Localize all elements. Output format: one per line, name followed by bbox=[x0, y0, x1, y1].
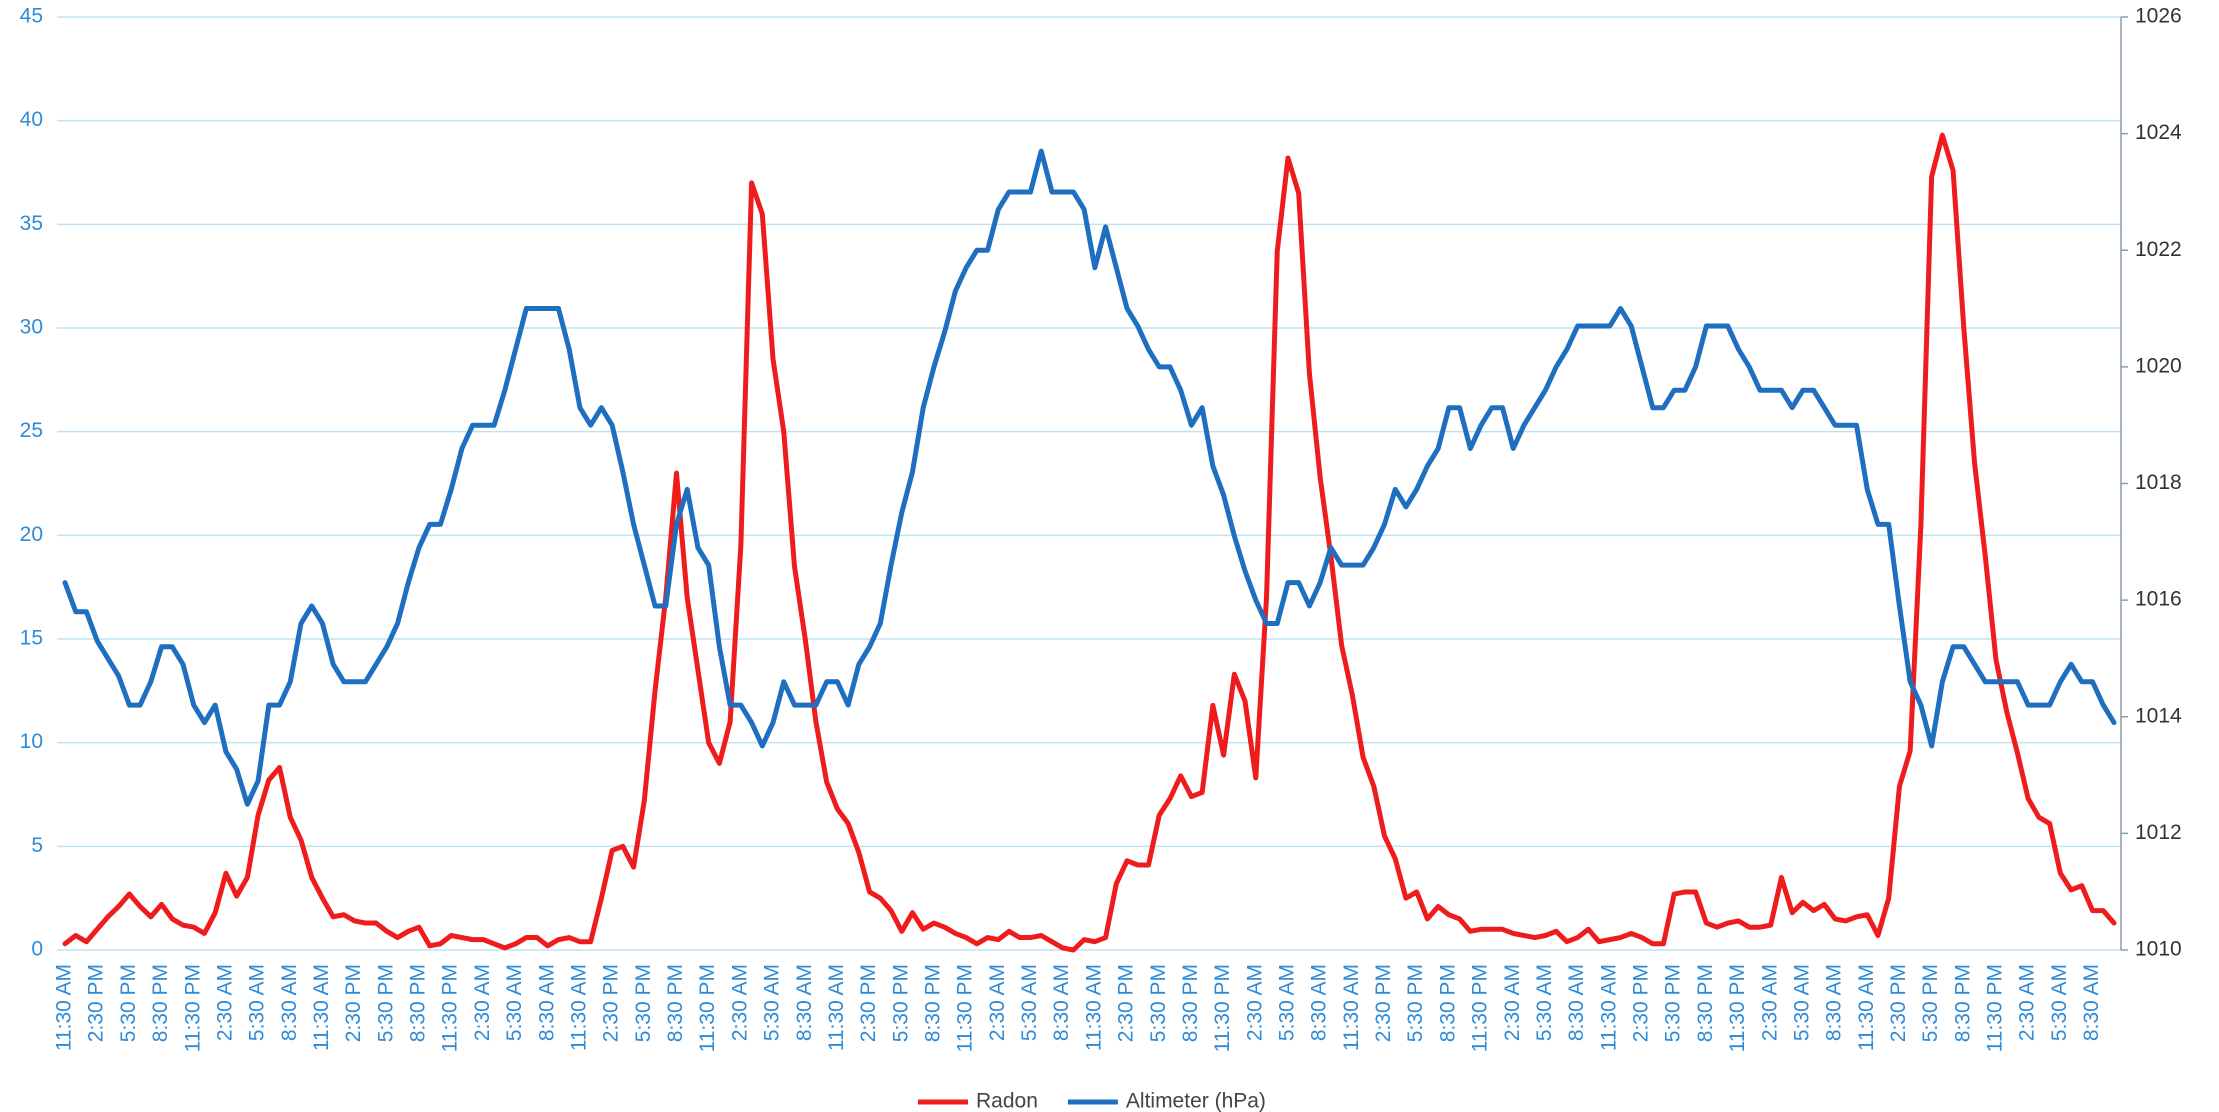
x-tick-label: 5:30 PM bbox=[632, 964, 655, 1042]
y2-tick-label: 1024 bbox=[2135, 121, 2182, 144]
x-tick-label: 11:30 AM bbox=[53, 964, 76, 1051]
series-line bbox=[62, 132, 2117, 953]
x-tick-label: 2:30 AM bbox=[1243, 964, 1266, 1041]
x-tick-label: 11:30 AM bbox=[1855, 964, 1878, 1051]
x-tick-label: 2:30 PM bbox=[1115, 964, 1138, 1042]
x-tick-label: 8:30 PM bbox=[664, 964, 687, 1042]
y-tick-label: 5 bbox=[31, 834, 43, 857]
x-tick-label: 2:30 PM bbox=[342, 964, 365, 1042]
x-tick-label: 11:30 PM bbox=[954, 964, 977, 1052]
x-tick-label: 8:30 AM bbox=[1050, 964, 1073, 1041]
x-tick-label: 11:30 PM bbox=[696, 964, 719, 1052]
legend-label: Altimeter (hPa) bbox=[1126, 1090, 1266, 1112]
x-tick-label: 2:30 AM bbox=[2016, 964, 2039, 1041]
x-tick-label: 11:30 AM bbox=[1340, 964, 1363, 1051]
x-tick-label: 8:30 PM bbox=[407, 964, 430, 1042]
x-tick-label: 2:30 PM bbox=[1630, 964, 1653, 1042]
y2-tick-label: 1014 bbox=[2135, 704, 2182, 727]
y2-tick-label: 1026 bbox=[2135, 5, 2182, 28]
x-tick-label: 2:30 AM bbox=[728, 964, 751, 1041]
x-tick-label: 11:30 AM bbox=[567, 964, 590, 1051]
x-tick-label: 5:30 AM bbox=[246, 964, 269, 1041]
x-tick-label: 2:30 PM bbox=[857, 964, 880, 1042]
x-tick-label: 2:30 PM bbox=[600, 964, 623, 1042]
y-tick-label: 45 bbox=[20, 5, 43, 28]
x-tick-label: 5:30 AM bbox=[761, 964, 784, 1041]
x-tick-label: 8:30 AM bbox=[793, 964, 816, 1041]
y2-tick-label: 1022 bbox=[2135, 238, 2182, 261]
x-tick-label: 8:30 PM bbox=[149, 964, 172, 1042]
x-tick-label: 11:30 AM bbox=[1082, 964, 1105, 1051]
y-tick-label: 35 bbox=[20, 212, 43, 235]
x-tick-label: 8:30 PM bbox=[1694, 964, 1717, 1042]
x-tick-label: 8:30 AM bbox=[1308, 964, 1331, 1041]
y-tick-label: 20 bbox=[20, 523, 43, 546]
x-tick-label: 11:30 PM bbox=[181, 964, 204, 1052]
x-tick-label: 11:30 AM bbox=[310, 964, 333, 1051]
x-tick-label: 8:30 AM bbox=[1823, 964, 1846, 1041]
x-tick-label: 8:30 PM bbox=[921, 964, 944, 1042]
x-tick-label: 5:30 PM bbox=[1662, 964, 1685, 1042]
y2-tick-label: 1010 bbox=[2135, 938, 2182, 961]
x-tick-label: 5:30 PM bbox=[374, 964, 397, 1042]
x-tick-label: 8:30 PM bbox=[1179, 964, 1202, 1042]
x-tick-label: 8:30 PM bbox=[1436, 964, 1459, 1042]
x-tick-label: 8:30 AM bbox=[1565, 964, 1588, 1041]
y2-tick-label: 1012 bbox=[2135, 821, 2182, 844]
x-tick-label: 5:30 PM bbox=[117, 964, 140, 1042]
x-tick-label: 2:30 AM bbox=[986, 964, 1009, 1041]
y-tick-label: 30 bbox=[20, 316, 43, 339]
x-tick-label: 5:30 AM bbox=[503, 964, 526, 1041]
x-tick-label: 8:30 AM bbox=[278, 964, 301, 1041]
y2-tick-label: 1020 bbox=[2135, 354, 2182, 377]
x-tick-label: 8:30 PM bbox=[1951, 964, 1974, 1042]
x-tick-label: 8:30 AM bbox=[535, 964, 558, 1041]
x-tick-label: 2:30 PM bbox=[85, 964, 108, 1042]
x-tick-label: 2:30 AM bbox=[1501, 964, 1524, 1041]
x-tick-label: 2:30 PM bbox=[1372, 964, 1395, 1042]
x-tick-label: 11:30 PM bbox=[439, 964, 462, 1052]
x-tick-label: 2:30 AM bbox=[213, 964, 236, 1041]
x-tick-label: 5:30 AM bbox=[1018, 964, 1041, 1041]
x-tick-label: 11:30 PM bbox=[1469, 964, 1492, 1052]
y-tick-label: 0 bbox=[31, 938, 43, 961]
x-tick-label: 5:30 AM bbox=[1276, 964, 1299, 1041]
y2-tick-label: 1018 bbox=[2135, 471, 2182, 494]
x-tick-label: 11:30 AM bbox=[1597, 964, 1620, 1051]
x-tick-label: 5:30 AM bbox=[1533, 964, 1556, 1041]
y2-tick-label: 1016 bbox=[2135, 588, 2182, 611]
y-tick-label: 25 bbox=[20, 419, 43, 442]
x-tick-label: 11:30 PM bbox=[1984, 964, 2007, 1052]
x-tick-label: 11:30 PM bbox=[1211, 964, 1234, 1052]
x-tick-label: 2:30 AM bbox=[471, 964, 494, 1041]
y-tick-label: 40 bbox=[20, 108, 43, 131]
x-tick-label: 5:30 AM bbox=[2048, 964, 2071, 1041]
x-tick-label: 8:30 AM bbox=[2080, 964, 2103, 1041]
y-tick-label: 15 bbox=[20, 627, 43, 650]
series-line bbox=[62, 148, 2117, 807]
x-tick-label: 2:30 AM bbox=[1758, 964, 1781, 1041]
x-tick-label: 11:30 PM bbox=[1726, 964, 1749, 1052]
x-tick-label: 5:30 PM bbox=[1147, 964, 1170, 1042]
x-tick-label: 2:30 PM bbox=[1887, 964, 1910, 1042]
x-tick-label: 5:30 PM bbox=[1404, 964, 1427, 1042]
x-tick-label: 5:30 PM bbox=[1919, 964, 1942, 1042]
y-tick-label: 10 bbox=[20, 730, 43, 753]
x-tick-label: 11:30 AM bbox=[825, 964, 848, 1051]
x-tick-label: 5:30 PM bbox=[889, 964, 912, 1042]
x-tick-label: 5:30 AM bbox=[1790, 964, 1813, 1041]
legend-label: Radon bbox=[976, 1090, 1038, 1112]
